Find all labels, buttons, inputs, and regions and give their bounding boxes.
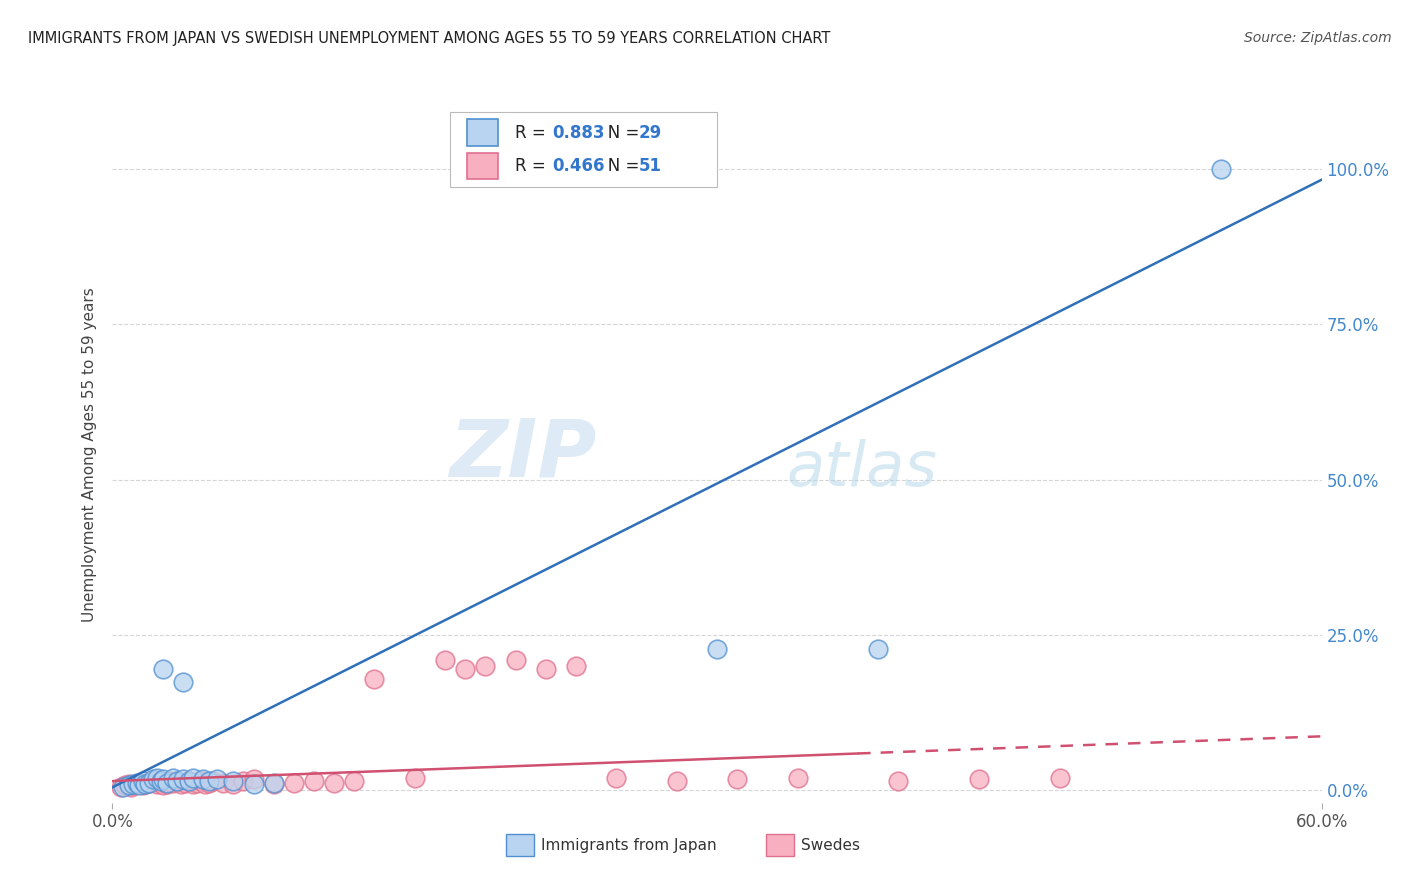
Point	[505, 653, 527, 667]
Point	[166, 774, 188, 789]
Point	[198, 776, 221, 790]
Point	[194, 777, 217, 791]
Text: ZIP: ZIP	[449, 416, 596, 494]
Point	[263, 776, 285, 790]
Point	[232, 774, 254, 789]
Point	[454, 662, 477, 676]
Point	[125, 776, 148, 790]
Point	[146, 771, 169, 785]
Point	[534, 662, 557, 676]
Point	[111, 780, 134, 795]
Point	[181, 771, 204, 785]
Point	[242, 772, 264, 787]
Point	[166, 774, 188, 789]
Point	[121, 777, 143, 791]
Point	[868, 641, 890, 656]
Point	[138, 776, 160, 790]
Point	[212, 776, 235, 790]
Point	[128, 776, 150, 790]
Point	[474, 659, 496, 673]
Point	[207, 772, 229, 787]
Point	[706, 641, 728, 656]
Point	[786, 771, 808, 785]
Point	[157, 774, 180, 789]
Point	[110, 780, 132, 795]
Point	[114, 778, 136, 792]
Point	[132, 778, 155, 792]
Point	[162, 771, 184, 785]
Point	[170, 777, 193, 791]
Point	[132, 774, 155, 789]
Point	[156, 776, 179, 790]
Point	[134, 777, 156, 791]
Point	[323, 776, 346, 790]
Point	[887, 774, 910, 789]
Text: 0.883: 0.883	[553, 124, 605, 142]
Text: 29: 29	[638, 124, 662, 142]
Point	[117, 777, 139, 791]
Text: N =: N =	[592, 157, 644, 175]
Point	[283, 776, 305, 790]
Point	[152, 772, 174, 787]
Text: 0.466: 0.466	[553, 157, 605, 175]
Point	[156, 777, 179, 791]
Point	[222, 777, 245, 791]
Point	[433, 653, 456, 667]
Point	[725, 772, 748, 787]
Point	[186, 776, 208, 790]
Point	[1049, 771, 1071, 785]
Point	[142, 774, 165, 789]
Text: atlas: atlas	[787, 439, 938, 499]
Point	[177, 774, 200, 789]
Point	[149, 774, 172, 789]
Point	[967, 772, 990, 787]
Point	[146, 777, 169, 791]
Point	[404, 771, 426, 785]
Point	[343, 774, 366, 789]
Point	[198, 774, 221, 789]
Point	[665, 774, 688, 789]
Point	[222, 774, 245, 789]
Point	[181, 777, 204, 791]
Point	[117, 778, 139, 792]
Y-axis label: Unemployment Among Ages 55 to 59 years: Unemployment Among Ages 55 to 59 years	[82, 287, 97, 623]
Text: R =: R =	[515, 124, 551, 142]
Point	[134, 777, 156, 791]
Point	[1209, 162, 1232, 177]
Point	[565, 659, 588, 673]
Point	[172, 674, 194, 689]
Point	[121, 778, 143, 792]
Point	[605, 771, 627, 785]
Point	[177, 774, 200, 789]
Point	[138, 776, 160, 790]
Point	[125, 777, 148, 791]
Point	[302, 774, 325, 789]
Point	[242, 777, 264, 791]
Point	[162, 776, 184, 790]
Point	[190, 774, 212, 789]
Text: Source: ZipAtlas.com: Source: ZipAtlas.com	[1244, 31, 1392, 45]
Point	[128, 778, 150, 792]
Text: 51: 51	[638, 157, 661, 175]
Point	[142, 772, 165, 787]
Point	[120, 780, 142, 795]
Point	[202, 774, 225, 789]
Text: Immigrants from Japan: Immigrants from Japan	[541, 838, 717, 853]
Point	[152, 662, 174, 676]
Text: Swedes: Swedes	[801, 838, 860, 853]
Point	[149, 776, 172, 790]
Point	[152, 778, 174, 792]
Text: IMMIGRANTS FROM JAPAN VS SWEDISH UNEMPLOYMENT AMONG AGES 55 TO 59 YEARS CORRELAT: IMMIGRANTS FROM JAPAN VS SWEDISH UNEMPLO…	[28, 31, 831, 46]
Point	[363, 672, 385, 686]
Point	[172, 772, 194, 787]
Point	[174, 776, 197, 790]
Text: N =: N =	[592, 124, 644, 142]
Point	[191, 772, 214, 787]
Text: R =: R =	[515, 157, 551, 175]
Point	[263, 777, 285, 791]
